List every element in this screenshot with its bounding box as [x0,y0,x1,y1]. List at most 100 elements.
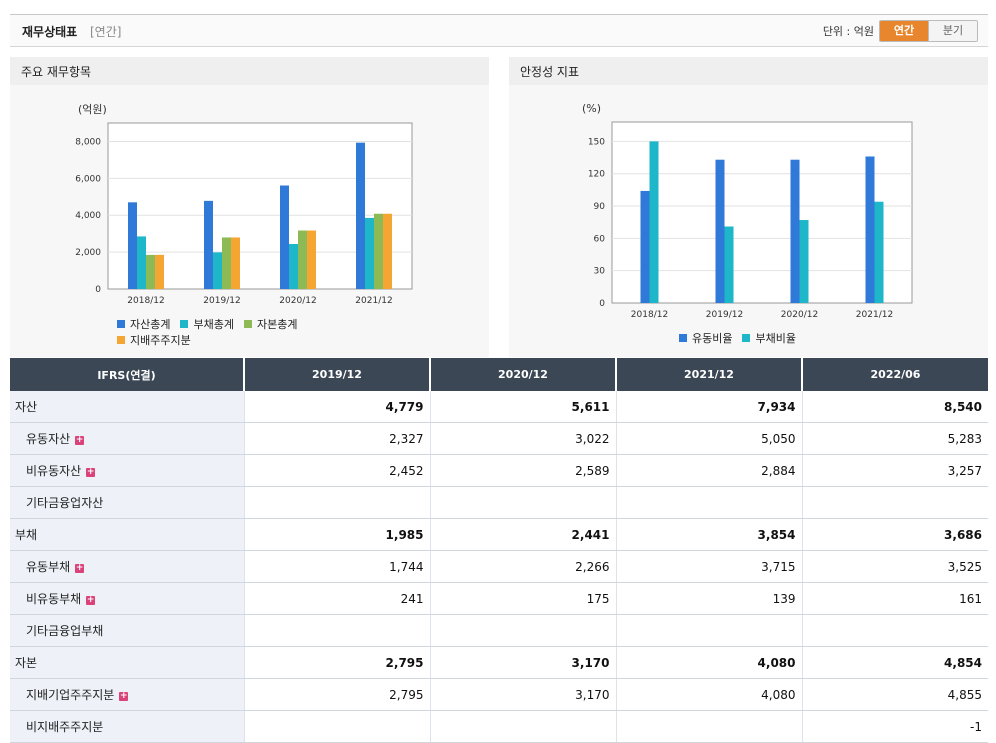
row-label: 기타금융업자산 [10,486,244,519]
table-cell: -1 [801,710,988,743]
expand-plus-icon[interactable]: + [75,435,85,445]
plot-area [611,121,913,304]
table-cell [243,710,430,743]
y-tick-label: 6,000 [75,174,101,184]
table-cell: 2,452 [243,454,430,487]
expand-plus-icon[interactable]: + [119,691,129,701]
bar [374,213,383,289]
table-cell: 2,327 [243,422,430,455]
bar [231,237,240,289]
row-label: 유동부채 + [10,550,244,583]
row-label: 자본 [10,646,244,679]
table-row: 유동부채 +1,744 2,266 3,715 3,525 [10,550,988,583]
table-cell: 5,050 [615,422,802,455]
y-tick-label: 8,000 [75,137,101,147]
panel-title: 안정성 지표 [509,57,988,85]
table-cell: 241 [243,582,430,615]
table-cell: 3,686 [801,518,988,551]
row-label: 비유동자산 + [10,454,244,487]
bar [365,217,374,289]
y-tick-label: 60 [594,234,606,244]
table-cell: 2,795 [243,646,430,679]
table-cell: 2,441 [429,518,616,551]
y-tick-label: 0 [95,285,101,295]
balance-sheet-table: IFRS(연결) 2019/12 2020/12 2021/12 2022/06… [10,358,988,743]
legend-item: 지배주주지분 [117,332,191,348]
row-label: 지배기업주주지분 + [10,678,244,711]
table-cell [801,614,988,647]
table-row: 부채 1,985 2,441 3,854 3,686 [10,518,988,551]
table-cell: 8,540 [801,391,988,423]
y-axis-label: (%) [582,102,601,115]
bar [356,142,365,289]
bar [874,201,884,303]
table-cell: 4,779 [243,391,430,423]
table-row: 기타금융업부채 [10,614,988,647]
y-tick-label: 120 [588,170,605,180]
major-items-chart: 0 2,000 4,000 6,000 8,000 (억원) 2018/12 2019/12 2… [75,103,413,306]
y-tick-label: 2,000 [75,248,101,258]
legend-swatch [117,336,125,344]
table-cell: 2,884 [615,454,802,487]
legend-label: 부채비율 [755,332,796,345]
section-subtitle: [연간] [90,25,122,39]
y-tick-label: 30 [594,267,606,277]
legend-label: 부채총계 [193,318,234,331]
table-cell: 4,855 [801,678,988,711]
row-label: 자산 [10,391,244,423]
table-cell [615,614,802,647]
bar [383,213,392,289]
bar [298,230,307,289]
row-label-text: 비유동부채 [26,592,82,606]
row-label: 유동자산 + [10,422,244,455]
table-cell: 4,080 [615,646,802,679]
x-tick-label: 2021/12 [856,310,893,320]
bar [213,252,222,289]
bar [865,156,875,303]
table-row: 비유동부채 +241 175 139 161 [10,582,988,615]
table-cell: 3,022 [429,422,616,455]
row-label-text: 자산 [15,400,38,414]
table-row: 자산 4,779 5,611 7,934 8,540 [10,391,988,423]
y-tick-label: 90 [594,202,606,212]
column-header: 2020/12 [429,358,616,391]
table-cell: 2,795 [243,678,430,711]
y-tick-label: 4,000 [75,211,101,221]
row-label: 비유동부채 + [10,582,244,615]
table-cell: 3,170 [429,678,616,711]
table-cell: 161 [801,582,988,615]
tab-annual[interactable]: 연간 [880,21,928,41]
expand-plus-icon[interactable]: + [86,595,96,605]
table-cell: 175 [429,582,616,615]
row-label-text: 비유동자산 [26,464,82,478]
table-row: 비지배주주지분 -1 [10,710,988,743]
legend-swatch [742,334,751,342]
legend-swatch [180,320,189,328]
table-cell [801,486,988,519]
table-cell: 4,854 [801,646,988,679]
expand-plus-icon[interactable]: + [75,563,85,573]
bar [640,190,650,303]
chart-legend: 자산총계 부채총계 자본총계 지배주주지분 [117,316,377,348]
unit-label: 단위 : 억원 [822,25,874,38]
table-cell: 3,170 [429,646,616,679]
legend-item: 유동비율 [679,330,732,346]
table-cell [429,614,616,647]
x-tick-label: 2018/12 [127,296,164,306]
legend-swatch [679,334,687,342]
section-title: 재무상태표 [22,25,78,39]
legend-item: 부채비율 [742,330,796,346]
column-header: 2019/12 [243,358,430,391]
legend-item: 자본총계 [243,316,297,332]
table-cell: 1,744 [243,550,430,583]
x-tick-label: 2018/12 [631,310,668,320]
table-row: 유동자산 +2,327 3,022 5,050 5,283 [10,422,988,455]
x-tick-label: 2020/12 [279,296,316,306]
row-label-text: 기타금융업자산 [26,496,104,510]
section-header: 재무상태표 [연간] 단위 : 억원 연간 분기 [10,14,988,47]
column-header: 2021/12 [615,358,802,391]
tab-quarter[interactable]: 분기 [928,21,977,41]
y-axis-label: (억원) [78,103,107,116]
table-cell: 139 [615,582,802,615]
expand-plus-icon[interactable]: + [86,467,96,477]
